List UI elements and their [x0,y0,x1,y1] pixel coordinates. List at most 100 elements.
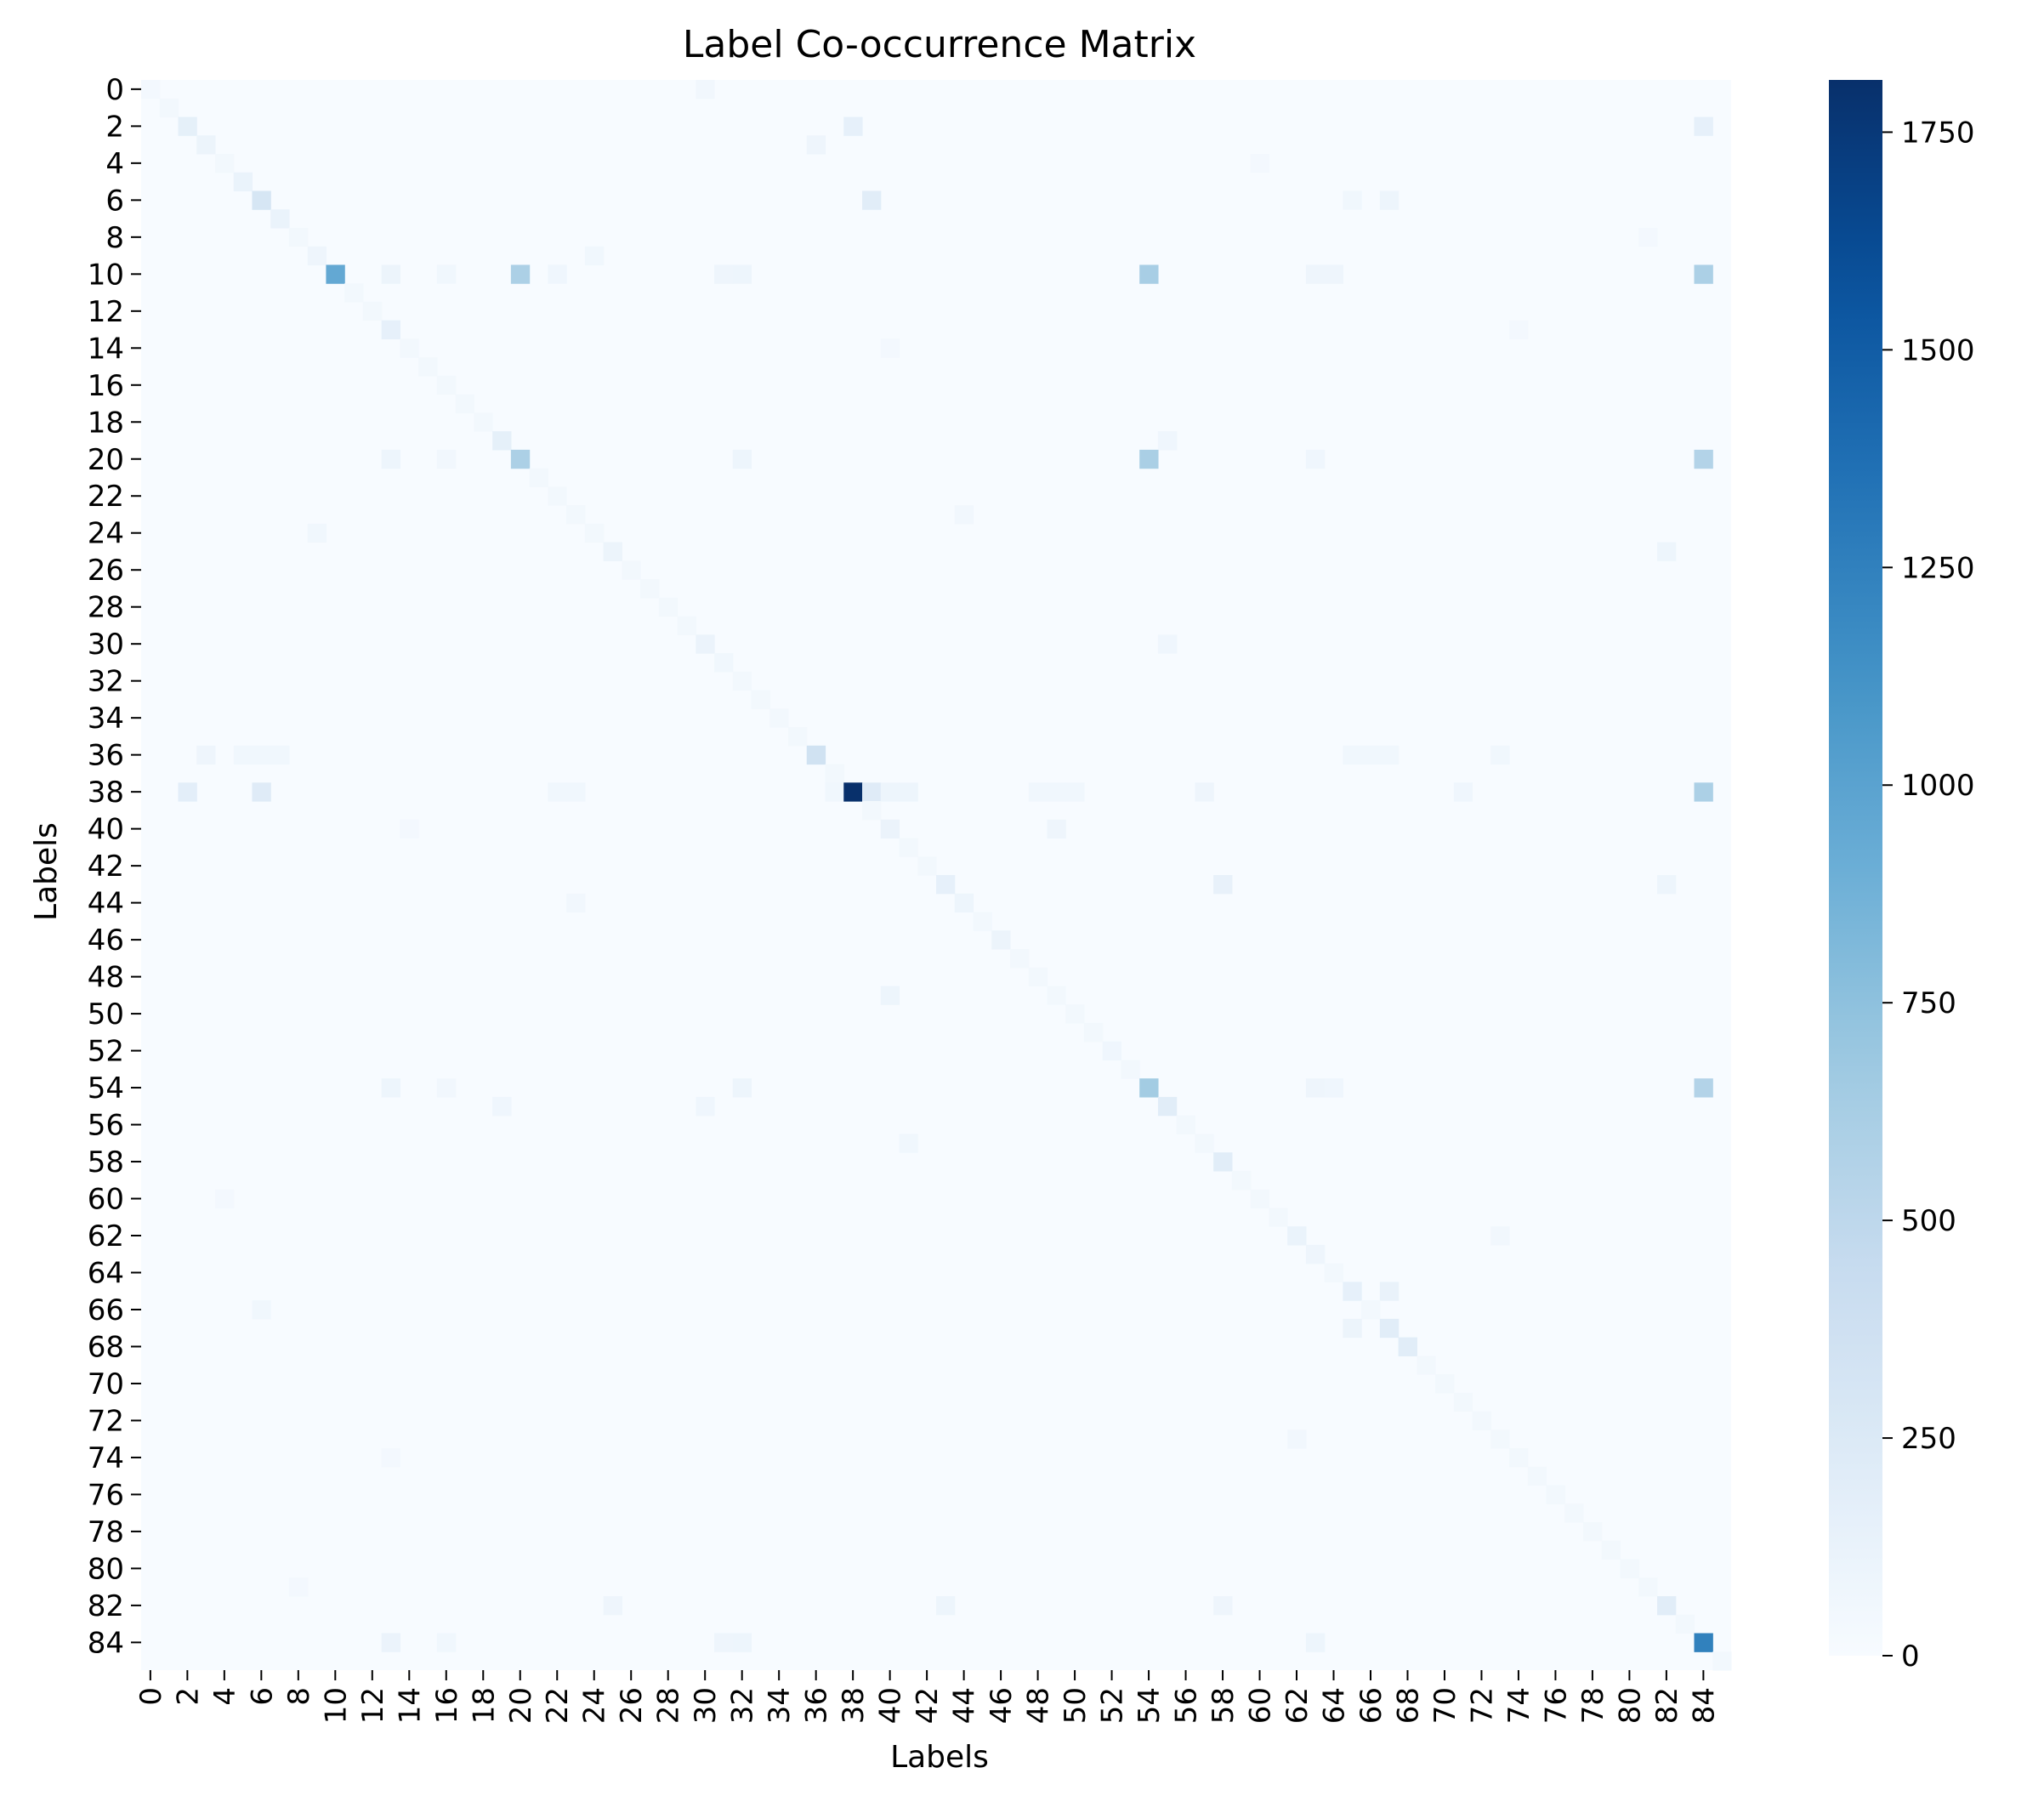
heatmap-cell [566,505,586,525]
heatmap-cell [658,597,678,617]
x-tick-label: 54 [1133,1687,1167,1724]
heatmap-cell [381,1078,401,1098]
heatmap-cell [1287,1429,1307,1449]
colorbar-ticks: 0 250 500 750 1000 1250 1500 1750 [1882,116,1975,1674]
y-tick-label: 18 [88,406,124,440]
heatmap-cell [603,542,622,561]
heatmap-cell [178,782,197,802]
x-tick-label: 2 [171,1687,205,1706]
heatmap-cell [1305,1633,1326,1652]
heatmap-cell [899,838,918,857]
heatmap-cell [474,412,493,432]
heatmap-cell [1065,782,1085,802]
heatmap-cell [233,172,253,192]
x-tick-label: 72 [1465,1687,1499,1724]
heatmap-cell [954,505,974,525]
heatmap-cell [1398,1337,1417,1356]
y-tick-label: 22 [88,480,124,514]
heatmap-cell [381,449,401,469]
heatmap-cell [1231,1170,1252,1191]
heatmap-cell [806,135,826,155]
heatmap-cell [1509,320,1529,340]
heatmap-cell [1139,449,1159,469]
heatmap-cell [603,1596,622,1616]
heatmap-cell [288,1577,309,1597]
heatmap-cell [548,486,567,506]
y-tick-label: 44 [88,887,124,921]
x-tick-label: 36 [800,1687,834,1724]
heatmap-cell [252,1300,271,1320]
heatmap-cell [381,264,401,284]
x-tick-label: 70 [1428,1687,1462,1724]
heatmap-cell [1638,227,1658,247]
heatmap-cell [732,264,752,284]
heatmap-cell [436,1078,457,1098]
heatmap-cell [1324,1078,1343,1098]
heatmap-cell [1139,1078,1159,1098]
y-tick-label: 42 [88,850,124,884]
y-tick-label: 74 [88,1441,124,1475]
heatmap-cell [880,986,900,1005]
heatmap-cell [732,1078,752,1098]
heatmap-cell [326,264,345,284]
heatmap-cell [1564,1503,1584,1523]
heatmap-cell [677,616,696,635]
heatmap-cell [566,782,586,802]
colorbar-tick-label: 0 [1901,1640,1920,1674]
heatmap-cell [233,745,253,765]
x-tick-label: 48 [1022,1687,1056,1724]
heatmap-cell [880,338,900,358]
y-tick-label: 10 [88,258,124,292]
heatmap-cell [196,135,216,155]
y-tick-label: 40 [88,813,124,847]
heatmap-cell [1527,1466,1547,1486]
heatmap-cell [141,80,161,99]
heatmap-cell [1324,1263,1343,1282]
x-tick-label: 16 [430,1687,464,1724]
heatmap-cell [1343,1282,1362,1301]
heatmap-cell [1417,1356,1436,1375]
heatmap-cell [622,560,641,580]
colorbar-tick-label: 500 [1901,1204,1956,1238]
heatmap-cell [1694,1633,1713,1652]
heatmap-cell [1195,1134,1214,1153]
x-tick-label: 20 [504,1687,538,1724]
heatmap-cell [436,264,457,284]
heatmap-cell [825,782,844,802]
y-tick-label: 24 [88,517,124,551]
x-tick-label: 80 [1613,1687,1647,1724]
heatmap-cell [862,801,882,821]
heatmap-cell [381,1448,401,1468]
y-tick-label: 2 [105,110,124,144]
x-tick-label: 12 [356,1687,390,1724]
x-tick-label: 6 [245,1687,279,1706]
colorbar-tick-label: 1000 [1901,769,1975,803]
x-tick-label: 60 [1244,1687,1278,1724]
heatmap-cell [751,690,770,709]
heatmap-cell [1250,1189,1269,1208]
heatmap-cell [214,1189,235,1208]
y-tick-label: 66 [88,1293,124,1327]
x-tick-label: 68 [1391,1687,1425,1724]
heatmap-cell [1694,264,1713,284]
heatmap-cell [381,320,401,340]
x-tick-label: 44 [948,1687,982,1724]
y-tick-label: 54 [88,1071,124,1105]
heatmap-cell [788,727,808,747]
heatmap-cell [1176,1115,1196,1135]
colorbar-tick-label: 1250 [1901,551,1975,585]
heatmap-cell [1009,948,1030,969]
heatmap-cell [1583,1522,1603,1542]
heatmap-cell [1620,1559,1639,1578]
heatmap-cell [455,394,474,413]
x-tick-label: 28 [652,1687,686,1724]
heatmap-cell [270,209,290,229]
heatmap-cell [1694,449,1713,469]
heatmap-cell [769,708,789,728]
heatmap-cell [1490,1226,1510,1246]
x-tick-label: 46 [985,1687,1019,1724]
heatmap-cell [696,634,715,654]
heatmap-cell [584,523,605,543]
heatmap-cell [899,1134,918,1153]
heatmap-cell [1509,1448,1529,1468]
